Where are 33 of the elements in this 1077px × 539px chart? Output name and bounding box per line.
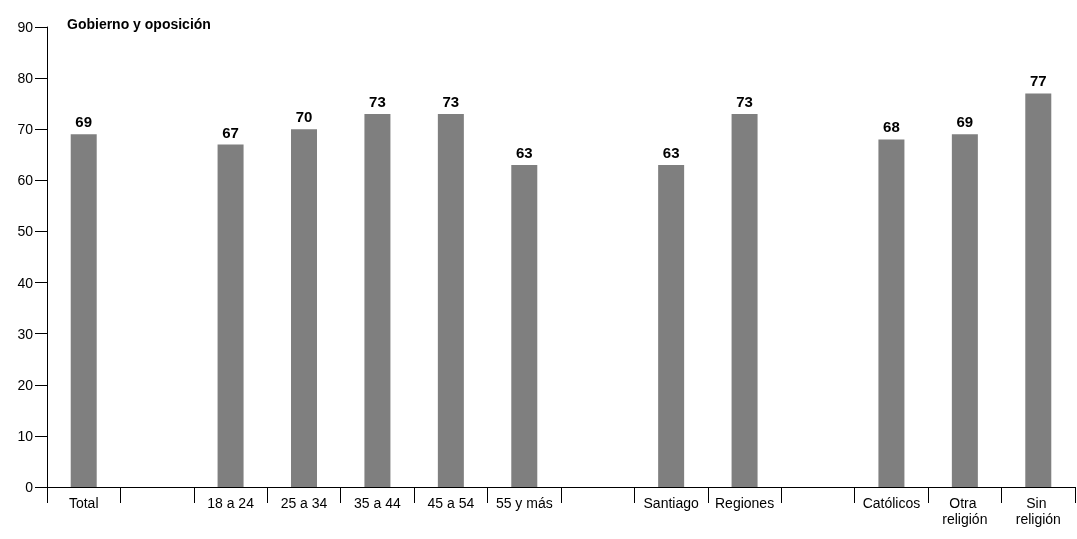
y-tick-label: 40: [17, 274, 34, 291]
data-label: 63: [662, 144, 680, 161]
x-tick-label: 35 a 44: [354, 495, 401, 511]
data-label: 70: [295, 108, 313, 126]
chart-title: Gobierno y oposición: [67, 16, 211, 32]
y-tick-label: 70: [17, 121, 34, 138]
y-tick-label: 80: [17, 70, 34, 87]
data-label: 69: [75, 113, 93, 131]
data-label: 73: [369, 92, 386, 110]
data-label: 63: [515, 144, 533, 161]
x-tick-label: Otra religión: [942, 495, 988, 527]
x-tick-label: Católicos: [862, 495, 921, 511]
x-tick-label: 45 a 54: [427, 495, 475, 511]
data-label: 69: [956, 113, 974, 131]
data-label: 73: [442, 92, 460, 110]
x-tick-label: 55 y más: [495, 495, 553, 511]
y-tick-label: 20: [17, 376, 34, 393]
y-tick-label: 50: [17, 223, 34, 240]
x-tick-label: 18 a 24: [207, 495, 255, 511]
y-tick-label: 60: [17, 172, 34, 189]
x-tick-label: Sin religión: [1015, 495, 1061, 527]
data-label: 67: [222, 123, 239, 141]
x-tick-label: 25 a 34: [280, 495, 328, 511]
y-tick-label: 0: [25, 479, 34, 495]
data-label: 73: [736, 92, 753, 110]
data-label: 77: [1029, 72, 1047, 90]
x-tick-label: Total: [68, 495, 99, 511]
y-tick-label: 10: [17, 427, 34, 444]
data-label: 68: [883, 118, 900, 136]
x-tick-label: Regiones: [714, 495, 775, 511]
x-tick-label: Santiago: [643, 495, 699, 511]
y-tick-label: 30: [17, 325, 34, 342]
y-tick-label: 90: [17, 19, 34, 35]
